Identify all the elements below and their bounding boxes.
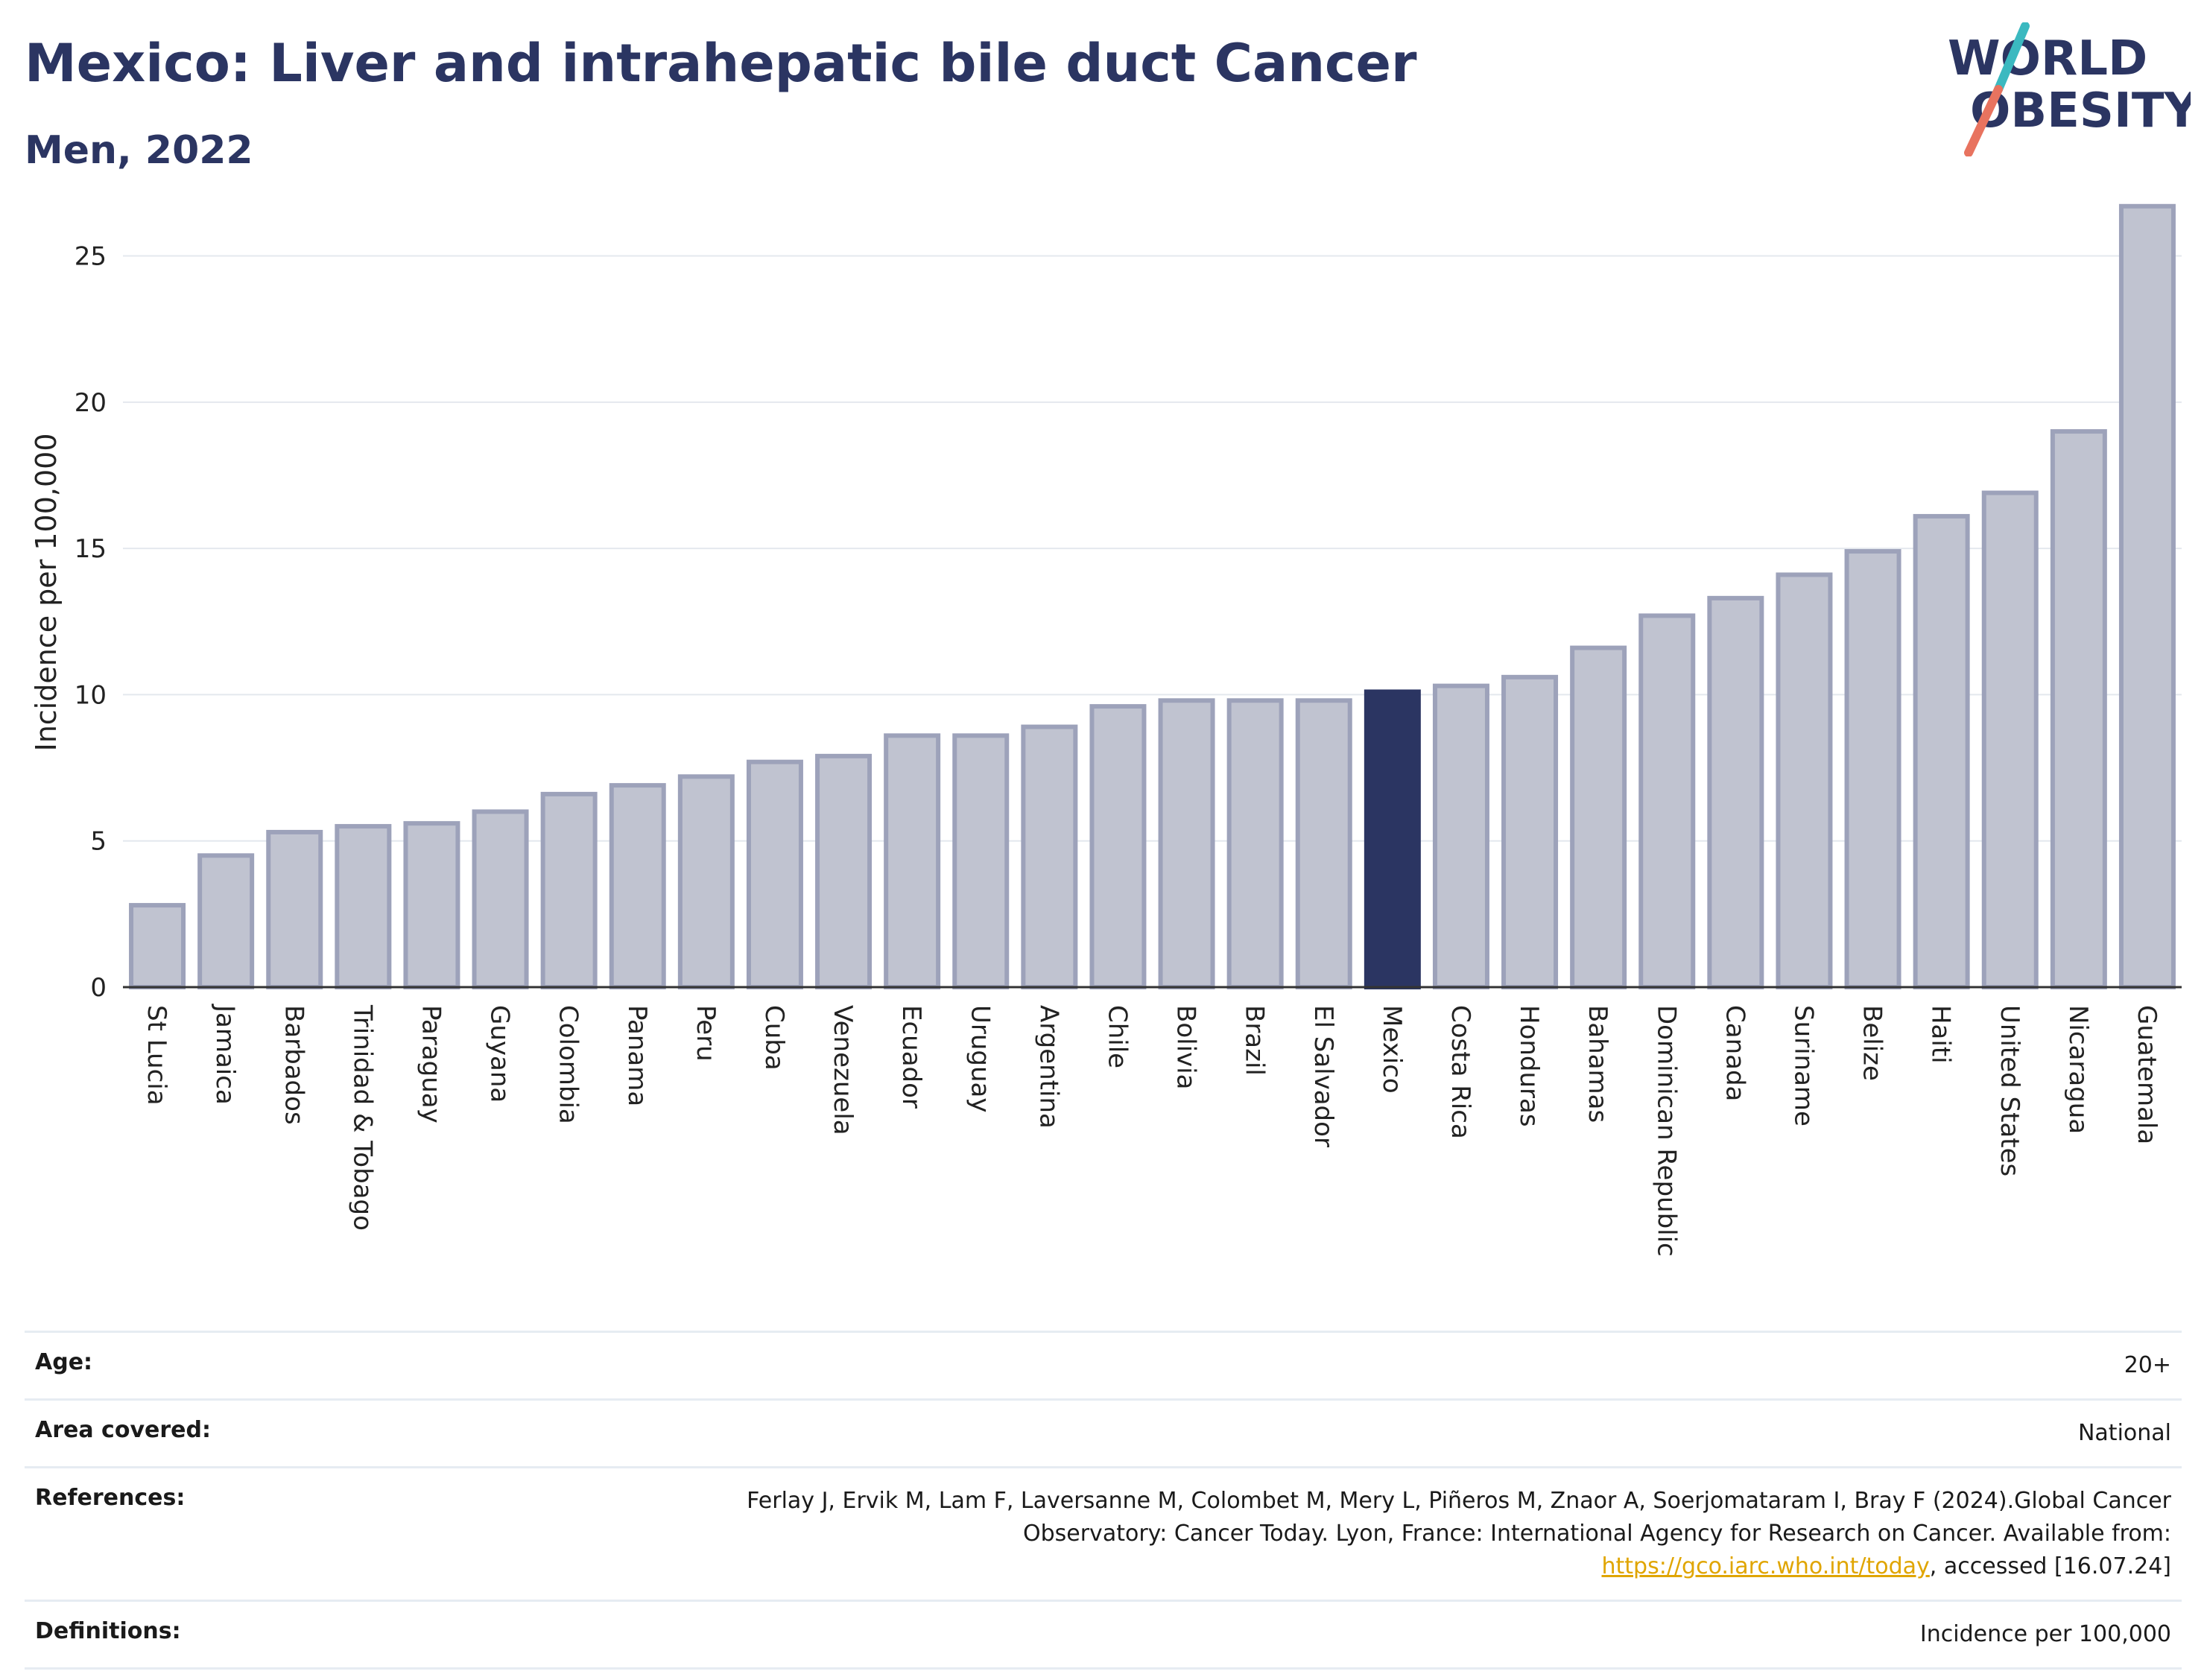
meta-area-label: Area covered: (35, 1417, 211, 1443)
bar-jamaica (197, 853, 255, 990)
x-tick-label: Chile (1102, 1005, 1132, 1068)
x-tick-label: Paraguay (416, 1005, 446, 1123)
y-tick-label: 25 (75, 242, 107, 272)
x-tick-label: Argentina (1033, 1005, 1063, 1129)
meta-row-definitions: Definitions: Incidence per 100,000 (25, 1600, 2182, 1670)
meta-definitions-label: Definitions: (35, 1618, 181, 1644)
references-suffix: , accessed [16.07.24] (1929, 1553, 2171, 1579)
chart-title: Mexico: Liver and intrahepatic bile duct… (25, 33, 1417, 94)
meta-age-label: Age: (35, 1349, 93, 1375)
bar-costa-rica (1432, 683, 1489, 989)
bar-trinidad-tobago (335, 824, 392, 990)
logo-text-obesity: OBESITY (1970, 83, 2191, 139)
meta-row-area: Area covered: National (25, 1398, 2182, 1466)
x-tick-label: Honduras (1514, 1005, 1544, 1127)
bar-peru (677, 774, 735, 990)
chart-subtitle: Men, 2022 (25, 128, 253, 173)
bar-bolivia (1158, 698, 1215, 990)
meta-references-label: References: (35, 1485, 186, 1511)
bar-panama (609, 783, 666, 989)
x-tick-label: Brazil (1240, 1005, 1270, 1076)
x-tick-label: St Lucia (142, 1005, 171, 1106)
x-tick-label: Jamaica (210, 1004, 240, 1105)
bar-honduras (1501, 674, 1559, 990)
x-tick-label: Haiti (1926, 1005, 1956, 1064)
bar-colombia (540, 791, 598, 990)
x-tick-label: El Salvador (1308, 1005, 1338, 1147)
x-tick-label: Canada (1720, 1005, 1749, 1101)
references-text: Ferlay J, Ervik M, Lam F, Laversanne M, … (747, 1488, 2171, 1547)
bar-guatemala (2118, 203, 2176, 989)
bar-cuba (746, 759, 803, 989)
bar-argentina (1021, 724, 1078, 989)
bar-barbados (266, 829, 323, 989)
bar-st-lucia (129, 903, 186, 990)
meta-row-age: Age: 20+ (25, 1331, 2182, 1398)
bars (129, 203, 2176, 990)
x-axis-labels: St Lucia Jamaica Barbados Trinidad & Tobago… (142, 1004, 2162, 1257)
x-tick-label: Bolivia (1171, 1005, 1201, 1089)
logo-slash-red (1964, 85, 2003, 156)
bar-canada (1707, 595, 1764, 989)
bar-bahamas (1570, 645, 1627, 989)
x-tick-label: Trinidad & Tobago (347, 1004, 377, 1231)
bar-ecuador (884, 733, 941, 989)
references-link[interactable]: https://gco.iarc.who.int/today (1601, 1553, 1930, 1579)
x-tick-label: Mexico (1377, 1005, 1407, 1094)
y-tick-label: 10 (75, 680, 107, 710)
bar-uruguay (952, 733, 1010, 989)
meta-references-value: Ferlay J, Ervik M, Lam F, Laversanne M, … (681, 1485, 2171, 1583)
y-axis-label: Incidence per 100,000 (30, 433, 63, 751)
bar-nicaragua (2050, 429, 2107, 989)
bar-suriname (1776, 572, 1833, 989)
x-tick-label: Cuba (759, 1005, 789, 1071)
bar-venezuela (815, 753, 873, 990)
x-tick-label: Costa Rica (1445, 1005, 1475, 1139)
x-tick-label: Peru (691, 1005, 721, 1062)
y-tick-label: 5 (90, 827, 107, 857)
bar-paraguay (403, 821, 460, 990)
meta-area-value: National (2077, 1420, 2171, 1446)
x-tick-label: Suriname (1788, 1005, 1818, 1126)
x-tick-label: Belize (1858, 1005, 1887, 1081)
x-tick-label: Barbados (279, 1005, 308, 1125)
x-tick-label: Guyana (485, 1005, 515, 1103)
y-tick-label: 0 (90, 973, 107, 1003)
meta-age-value: 20+ (2124, 1352, 2171, 1378)
meta-definitions-value: Incidence per 100,000 (1919, 1621, 2171, 1647)
meta-row-references: References: Ferlay J, Ervik M, Lam F, La… (25, 1466, 2182, 1600)
bar-guyana (472, 809, 529, 990)
x-tick-label: Panama (622, 1005, 652, 1106)
metadata-table: Age: 20+ Area covered: National Referenc… (25, 1331, 2182, 1670)
x-tick-label: Uruguay (965, 1005, 995, 1113)
grid-lines (123, 255, 2182, 842)
x-tick-label: Guatemala (2132, 1005, 2162, 1144)
y-tick-label: 20 (75, 388, 107, 418)
x-tick-label: Venezuela (828, 1005, 858, 1135)
y-axis-ticks: 0 5 10 15 20 25 (75, 242, 107, 1003)
bar-mexico (1364, 689, 1421, 990)
bar-chile (1089, 704, 1147, 989)
x-tick-label: Dominican Republic (1651, 1005, 1681, 1257)
bar-dominican-republic (1638, 613, 1696, 989)
x-tick-label: United States (1995, 1005, 2024, 1176)
bar-united-states (1981, 490, 2039, 989)
x-tick-label: Ecuador (896, 1005, 926, 1109)
y-tick-label: 15 (75, 534, 107, 564)
logo-slash-teal (1994, 22, 2030, 94)
bar-haiti (1913, 513, 1970, 989)
world-obesity-logo: WORLD OBESITY (1948, 22, 2191, 156)
x-tick-label: Colombia (554, 1005, 583, 1124)
bar-brazil (1226, 698, 1284, 990)
x-tick-label: Bahamas (1583, 1005, 1612, 1123)
logo-text-world: WORLD (1948, 31, 2147, 86)
bar-el-salvador (1295, 698, 1352, 990)
bar-chart: 0 5 10 15 20 25 St Lucia Jamaica Barbados Trinid… (30, 203, 2182, 1257)
bar-belize (1844, 549, 1901, 989)
x-tick-label: Nicaragua (2063, 1005, 2093, 1134)
